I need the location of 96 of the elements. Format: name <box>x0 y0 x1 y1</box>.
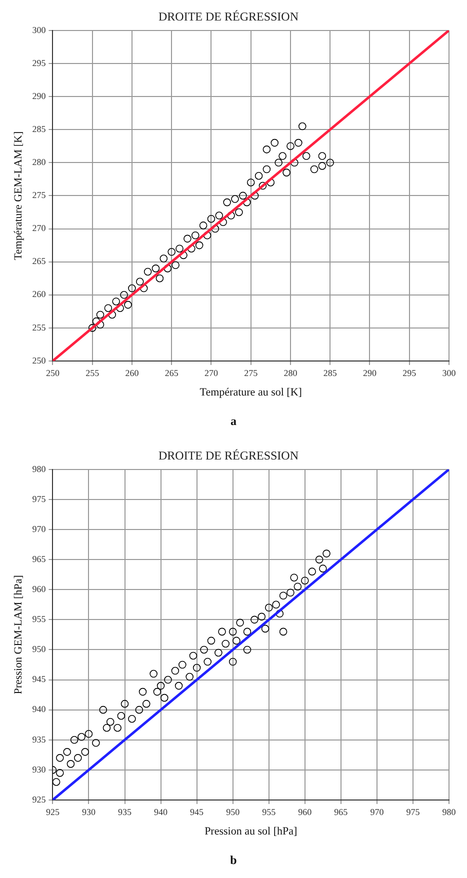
point <box>128 284 136 292</box>
y-tick-label: 930 <box>32 764 46 774</box>
y-tick-label: 280 <box>32 157 46 167</box>
x-tick-label: 945 <box>190 806 204 817</box>
point <box>199 222 208 230</box>
chart-title: DROITE DE RÉGRESSION <box>158 9 299 24</box>
y-tick-label: 960 <box>32 584 46 594</box>
x-tick-label: 930 <box>82 806 96 817</box>
x-tick-label: 300 <box>442 368 456 378</box>
y-tick-label: 970 <box>32 524 46 534</box>
x-tick-label: 290 <box>362 368 377 378</box>
point <box>215 212 224 220</box>
y-tick-label: 925 <box>32 794 46 804</box>
point <box>104 304 112 312</box>
x-tick-label: 285 <box>323 368 338 378</box>
y-tick-label: 950 <box>32 644 46 654</box>
point <box>270 138 279 147</box>
x-tick-label: 955 <box>262 806 276 817</box>
y-tick-label: 260 <box>32 289 46 300</box>
y-tick-label: 265 <box>32 256 46 266</box>
point <box>326 158 334 167</box>
y-axis-title: Température GEM-LAM [K] <box>12 131 24 260</box>
point <box>254 172 263 180</box>
point <box>172 261 180 270</box>
point <box>160 254 168 262</box>
point <box>223 198 231 206</box>
point <box>318 152 326 160</box>
point <box>258 182 267 190</box>
point <box>310 165 318 174</box>
point <box>246 178 255 186</box>
point <box>136 278 144 286</box>
x-axis-title: Pression au sol [hPa] <box>204 825 298 838</box>
point <box>282 168 290 176</box>
point <box>144 268 152 276</box>
y-tick-label: 955 <box>32 614 46 624</box>
x-tick-label: 275 <box>244 368 258 378</box>
x-tick-label: 260 <box>125 368 140 378</box>
x-tick-label: 255 <box>86 368 100 378</box>
point <box>302 152 310 160</box>
point <box>294 138 302 147</box>
x-tick-label: 960 <box>298 806 312 817</box>
y-tick-label: 945 <box>32 674 46 684</box>
y-tick-label: 255 <box>32 322 46 332</box>
point <box>195 241 204 250</box>
point <box>191 231 200 240</box>
y-tick-label: 250 <box>32 355 46 366</box>
y-tick-label: 975 <box>32 494 46 504</box>
x-tick-label: 950 <box>226 806 240 817</box>
x-tick-label: 940 <box>154 806 168 817</box>
point <box>278 152 286 160</box>
point <box>235 208 243 216</box>
y-tick-label: 300 <box>32 24 46 35</box>
point <box>120 290 128 299</box>
y-tick-label: 980 <box>32 464 46 474</box>
point <box>239 192 247 200</box>
point <box>318 162 326 170</box>
point <box>262 165 271 174</box>
y-tick-label: 290 <box>32 90 46 101</box>
point <box>298 122 306 130</box>
x-tick-label: 925 <box>46 806 60 817</box>
point <box>262 146 271 154</box>
point <box>156 274 164 282</box>
point <box>96 310 104 319</box>
y-tick-label: 270 <box>32 223 46 234</box>
point <box>168 248 176 256</box>
chart-title: DROITE DE RÉGRESSION <box>158 448 299 462</box>
point <box>112 298 120 306</box>
y-tick-label: 965 <box>32 554 46 564</box>
point <box>88 324 96 332</box>
x-tick-label: 980 <box>442 806 456 817</box>
x-tick-label: 265 <box>164 368 179 378</box>
x-tick-label: 975 <box>406 806 420 817</box>
y-tick-label: 295 <box>32 58 46 68</box>
text: a <box>230 414 236 428</box>
point <box>231 195 239 203</box>
point <box>124 300 132 309</box>
x-axis-title: Température au sol [K] <box>200 386 302 398</box>
y-axis-title: Pression GEM-LAM [hPa] <box>12 575 24 694</box>
x-tick-label: 965 <box>334 806 348 817</box>
x-tick-label: 970 <box>370 806 384 817</box>
point <box>176 244 184 252</box>
point <box>286 142 294 150</box>
x-tick-label: 935 <box>118 806 132 817</box>
x-tick-label: 270 <box>204 368 218 378</box>
x-tick-label: 280 <box>284 368 298 378</box>
y-tick-label: 275 <box>32 190 46 200</box>
point <box>184 234 192 243</box>
x-tick-label: 295 <box>402 368 417 378</box>
point <box>152 264 160 272</box>
x-tick-label: 250 <box>46 368 60 378</box>
point <box>274 158 282 167</box>
y-tick-label: 285 <box>32 124 46 134</box>
point <box>207 214 216 223</box>
text: b <box>230 853 238 867</box>
y-tick-label: 935 <box>32 734 46 744</box>
y-tick-label: 940 <box>32 704 46 714</box>
